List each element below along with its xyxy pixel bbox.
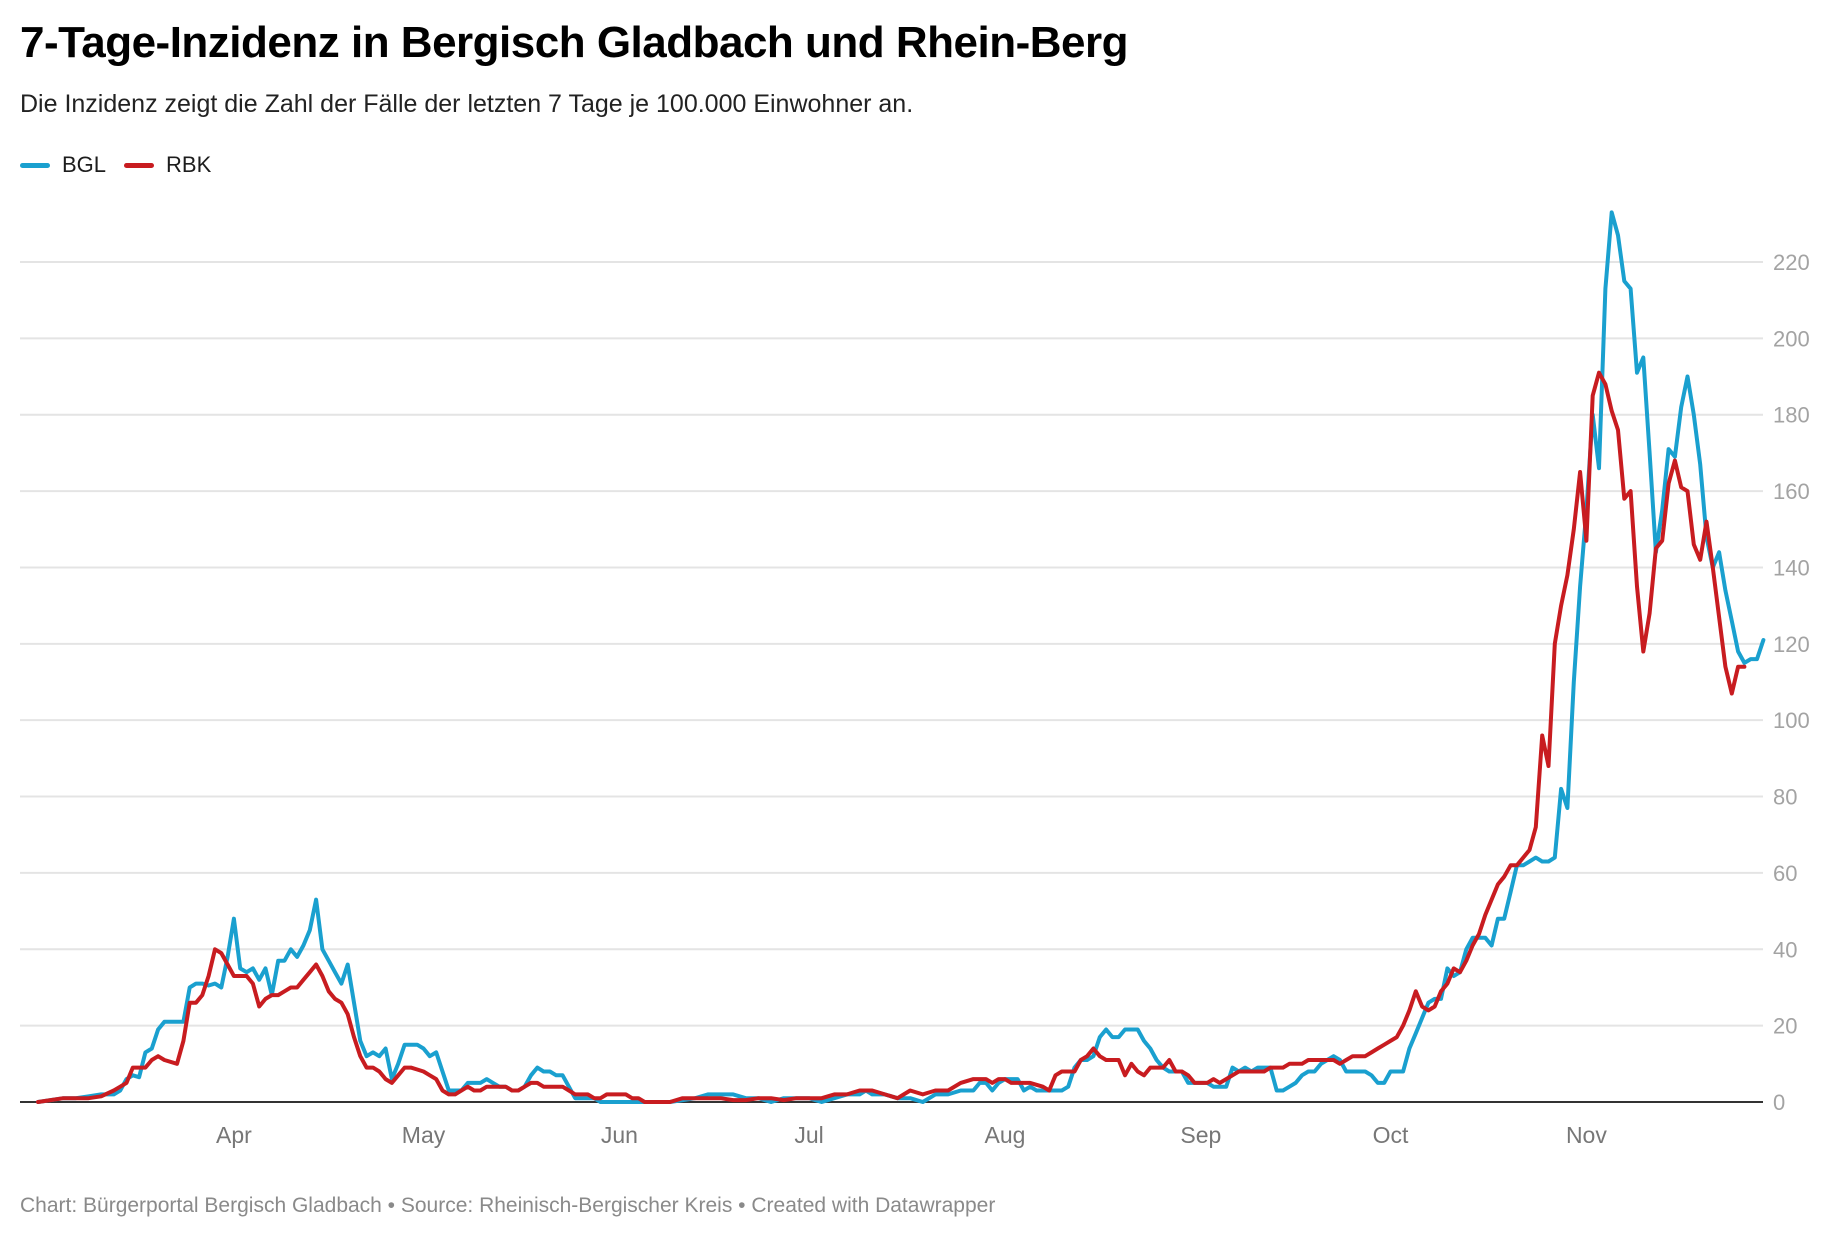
- y-tick-label: 120: [1773, 632, 1810, 657]
- x-tick-label: Aug: [984, 1122, 1025, 1148]
- x-tick-label: Jul: [794, 1122, 823, 1148]
- x-tick-label: Jun: [601, 1122, 638, 1148]
- chart-footer: Chart: Bürgerportal Bergisch Gladbach • …: [20, 1194, 996, 1217]
- x-axis-ticks: Apr May Jun Jul Aug Sep Oct Nov: [216, 1122, 1607, 1148]
- x-tick-label: Sep: [1180, 1122, 1221, 1148]
- y-tick-label: 80: [1773, 785, 1797, 810]
- series-line-rbk: [36, 370, 1747, 1104]
- legend-label-bgl: BGL: [62, 152, 107, 177]
- series-lines: [36, 210, 1766, 1104]
- y-tick-label: 220: [1773, 250, 1810, 275]
- x-tick-label: Oct: [1373, 1122, 1409, 1148]
- legend-swatch-bgl: [20, 162, 50, 168]
- y-tick-label: 20: [1773, 1014, 1797, 1039]
- series-line-bgl: [36, 210, 1766, 1104]
- chart-subtitle: Die Inzidenz zeigt die Zahl der Fälle de…: [20, 90, 914, 118]
- y-tick-label: 200: [1773, 326, 1810, 351]
- y-tick-label: 60: [1773, 861, 1797, 886]
- chart-title: 7-Tage-Inzidenz in Bergisch Gladbach und…: [20, 18, 1129, 67]
- legend-swatch-rbk: [124, 162, 155, 168]
- gridlines: [20, 261, 1763, 1103]
- y-tick-label: 140: [1773, 555, 1810, 580]
- y-axis-ticks: 0 20 40 60 80 100 120 140 160 180 200 220: [1773, 250, 1810, 1115]
- y-tick-label: 180: [1773, 403, 1810, 428]
- x-tick-label: Nov: [1566, 1122, 1607, 1148]
- y-tick-label: 0: [1773, 1090, 1785, 1115]
- legend-item-bgl: BGL: [20, 152, 106, 178]
- x-tick-label: Apr: [216, 1122, 252, 1148]
- y-tick-label: 40: [1773, 937, 1797, 962]
- legend-item-rbk: RBK: [124, 152, 211, 178]
- x-tick-label: May: [402, 1122, 446, 1148]
- legend-label-rbk: RBK: [166, 152, 212, 177]
- legend: BGL RBK: [20, 152, 211, 178]
- y-tick-label: 100: [1773, 708, 1810, 733]
- y-tick-label: 160: [1773, 479, 1810, 504]
